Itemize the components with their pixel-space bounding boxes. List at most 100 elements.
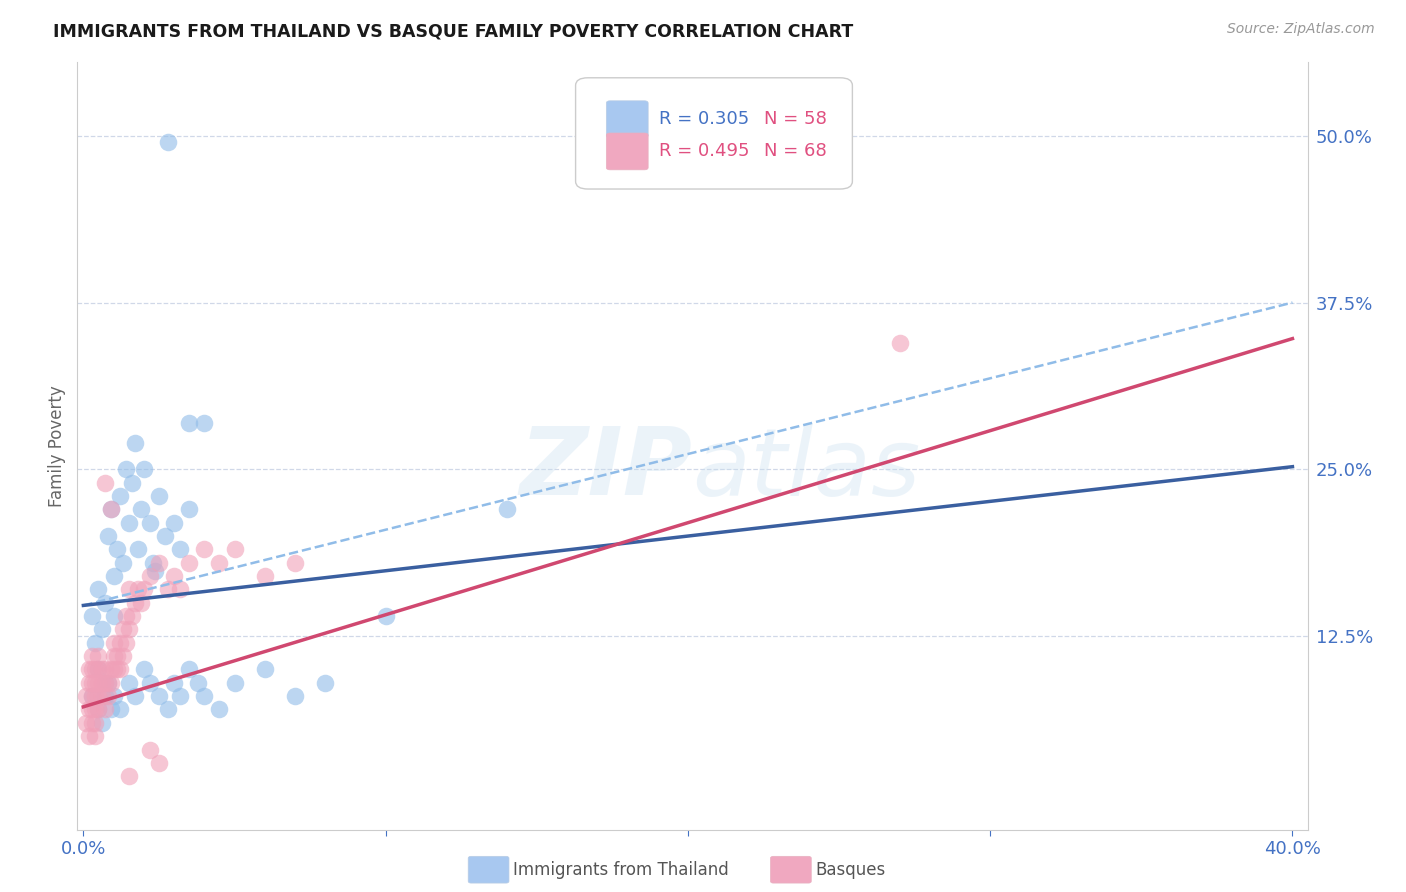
Point [90, 715, 112, 730]
Point [148, 489, 170, 503]
Point [224, 675, 246, 690]
Point [156, 136, 179, 150]
Point [148, 689, 170, 703]
Point [96, 529, 118, 543]
Point [132, 462, 155, 476]
Point [142, 556, 165, 570]
Point [889, 335, 911, 350]
FancyBboxPatch shape [606, 101, 648, 137]
Point [82, 689, 104, 703]
Point [96, 675, 118, 690]
Point [224, 542, 246, 557]
Point [193, 416, 215, 430]
Point [84, 729, 107, 743]
Point [253, 569, 276, 583]
Point [124, 435, 146, 450]
Point [90, 663, 112, 677]
Point [87, 689, 110, 703]
Point [284, 556, 307, 570]
Point [129, 596, 152, 610]
Point [132, 582, 155, 597]
Point [139, 675, 162, 690]
Point [169, 542, 191, 557]
Point [103, 609, 125, 624]
Point [100, 702, 122, 716]
Point [82, 702, 104, 716]
Point [90, 675, 112, 690]
Text: Source: ZipAtlas.com: Source: ZipAtlas.com [1227, 22, 1375, 37]
Point [96, 689, 118, 703]
Point [93, 475, 115, 490]
Point [208, 556, 231, 570]
Point [87, 702, 110, 716]
Point [108, 636, 131, 650]
Point [90, 623, 112, 637]
Point [118, 675, 141, 690]
Point [84, 689, 107, 703]
Text: R = 0.495: R = 0.495 [659, 143, 749, 161]
Point [93, 675, 115, 690]
FancyBboxPatch shape [575, 78, 852, 189]
Point [79, 729, 101, 743]
Point [93, 702, 115, 716]
Point [103, 649, 125, 664]
Point [139, 569, 162, 583]
Point [96, 675, 118, 690]
Point [114, 609, 136, 624]
Point [156, 582, 179, 597]
Point [374, 609, 396, 624]
Point [124, 596, 146, 610]
Point [114, 462, 136, 476]
Point [187, 675, 209, 690]
Point [148, 756, 170, 770]
Point [103, 569, 125, 583]
Point [105, 663, 128, 677]
Point [139, 516, 162, 530]
Point [82, 689, 104, 703]
Point [129, 502, 152, 516]
Text: Immigrants from Thailand: Immigrants from Thailand [513, 861, 728, 879]
Point [79, 702, 101, 716]
Point [93, 689, 115, 703]
Point [121, 475, 143, 490]
Point [179, 663, 201, 677]
Point [82, 663, 104, 677]
Point [87, 663, 110, 677]
Point [193, 689, 215, 703]
Point [253, 663, 276, 677]
Point [121, 609, 143, 624]
Point [169, 582, 191, 597]
Point [127, 542, 149, 557]
Point [79, 675, 101, 690]
Point [156, 702, 179, 716]
Point [84, 663, 107, 677]
Text: N = 58: N = 58 [763, 111, 827, 128]
Point [179, 502, 201, 516]
Point [114, 636, 136, 650]
Point [82, 675, 104, 690]
Point [90, 689, 112, 703]
Point [314, 675, 336, 690]
Point [118, 769, 141, 783]
Point [84, 715, 107, 730]
Point [118, 516, 141, 530]
Point [139, 742, 162, 756]
Point [179, 556, 201, 570]
Point [124, 689, 146, 703]
Text: IMMIGRANTS FROM THAILAND VS BASQUE FAMILY POVERTY CORRELATION CHART: IMMIGRANTS FROM THAILAND VS BASQUE FAMIL… [53, 22, 853, 40]
Point [103, 663, 125, 677]
Point [132, 663, 155, 677]
Point [87, 649, 110, 664]
Point [148, 556, 170, 570]
Point [93, 675, 115, 690]
Point [84, 636, 107, 650]
Point [100, 502, 122, 516]
Y-axis label: Family Poverty: Family Poverty [48, 385, 66, 507]
Point [111, 649, 134, 664]
Point [108, 489, 131, 503]
Point [82, 649, 104, 664]
Point [163, 516, 186, 530]
Point [163, 569, 186, 583]
Point [284, 689, 307, 703]
Point [105, 542, 128, 557]
